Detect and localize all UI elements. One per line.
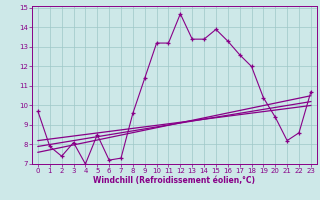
X-axis label: Windchill (Refroidissement éolien,°C): Windchill (Refroidissement éolien,°C) <box>93 176 255 185</box>
